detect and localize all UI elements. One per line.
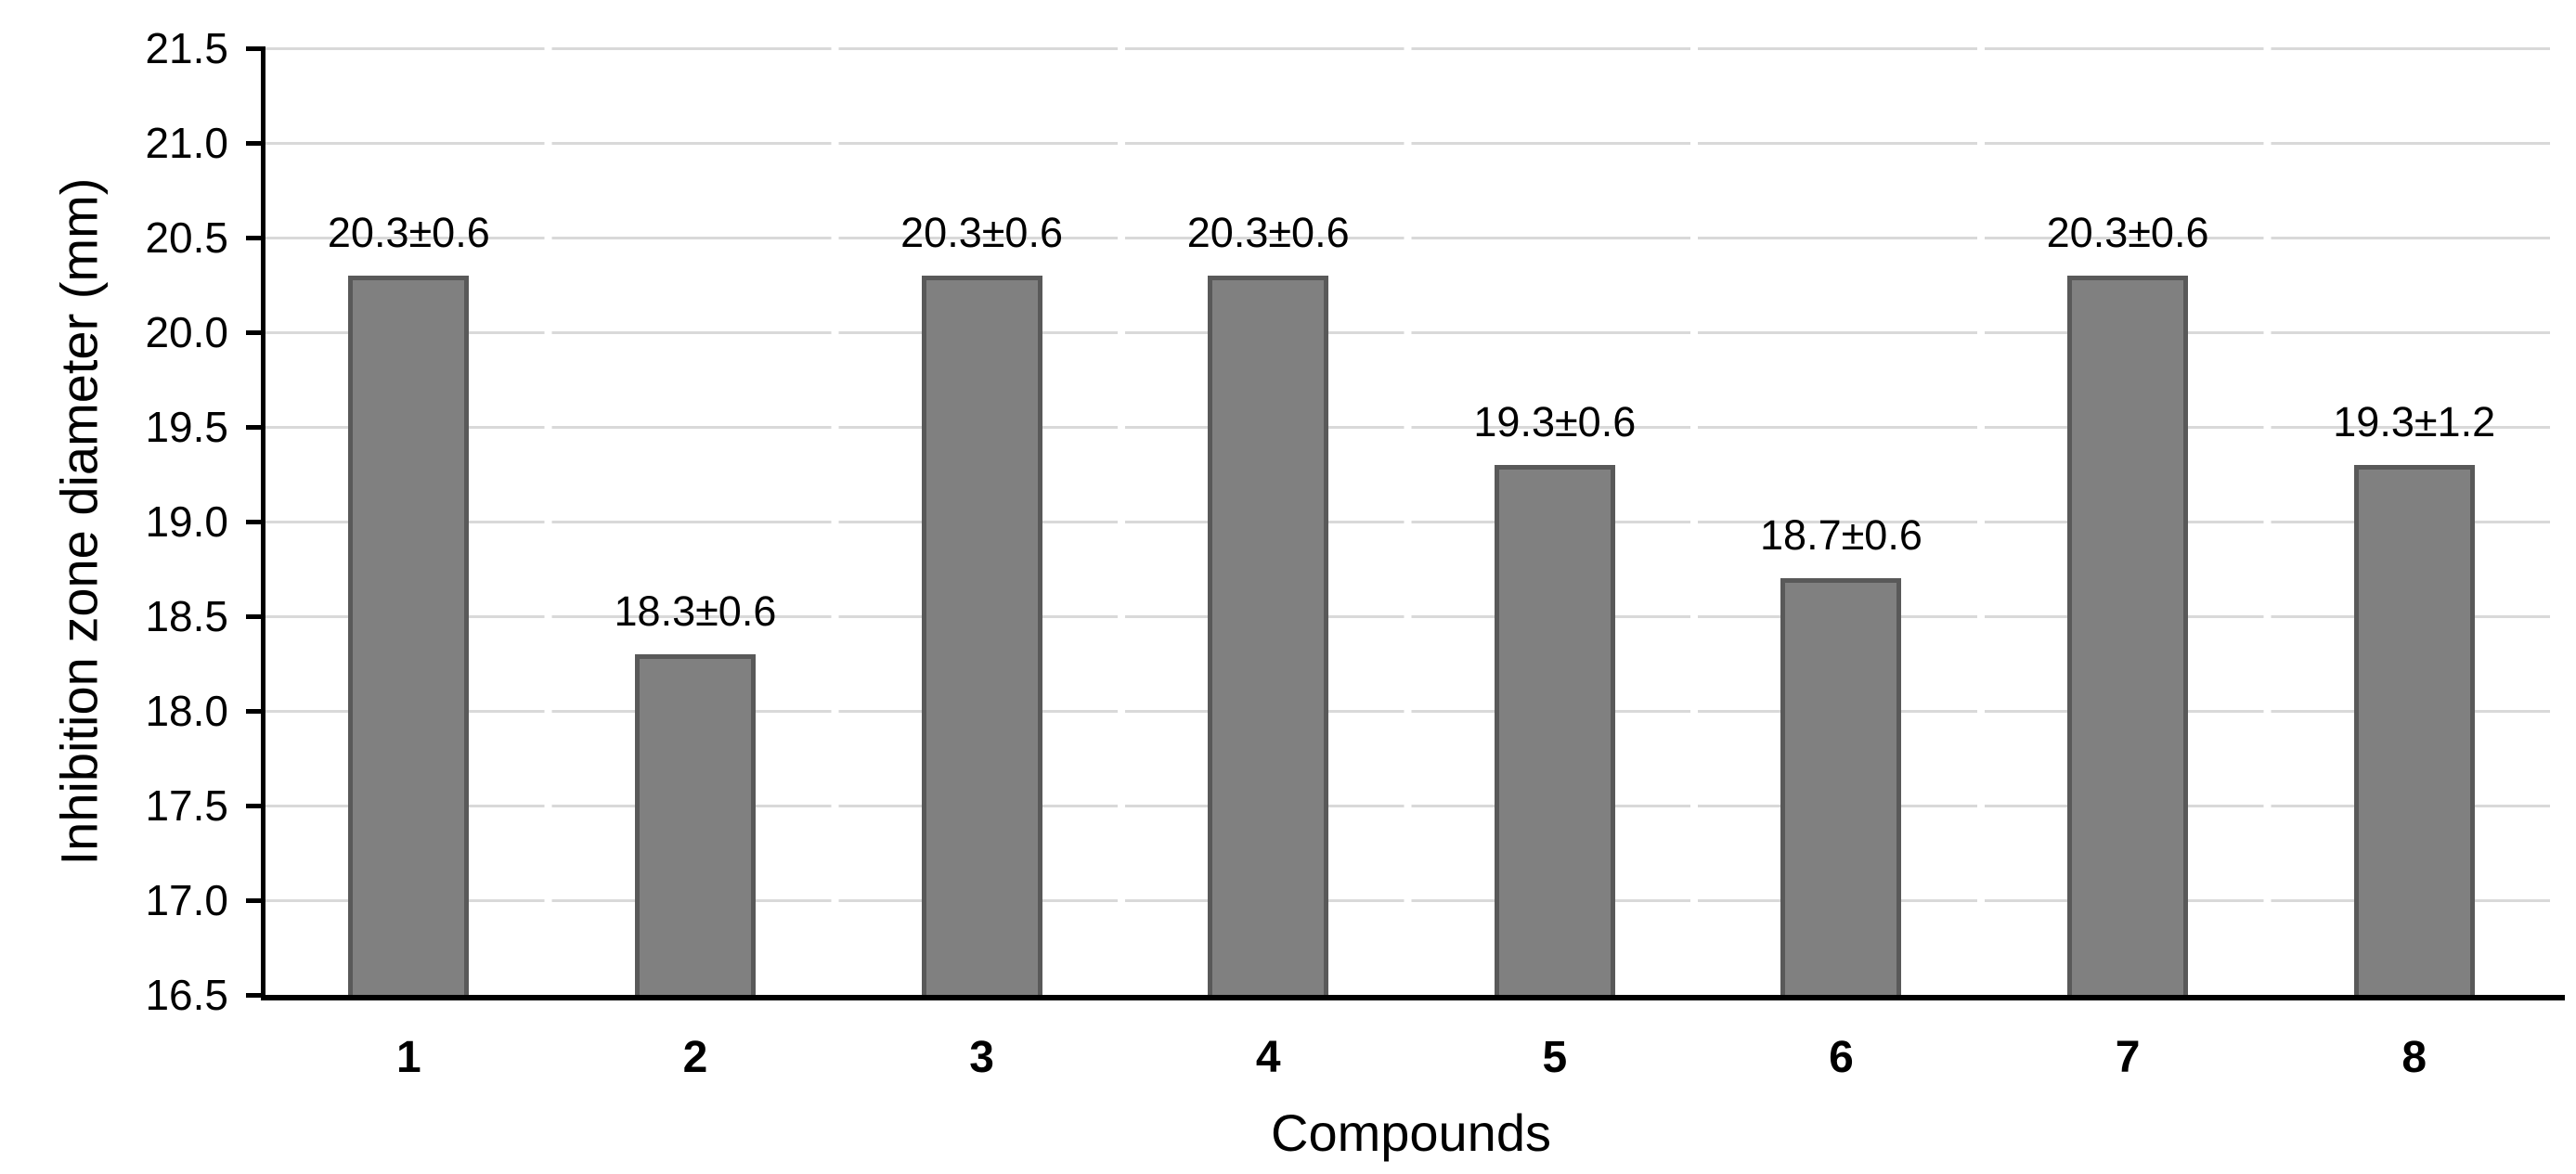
gridline bbox=[265, 330, 2557, 334]
y-tick-label: 20.0 bbox=[145, 308, 228, 356]
x-category-label: 8 bbox=[2401, 1033, 2427, 1082]
x-category-label: 6 bbox=[1829, 1033, 1854, 1082]
x-category-label: 4 bbox=[1255, 1033, 1281, 1082]
gridline bbox=[265, 804, 2557, 807]
x-category-label: 1 bbox=[395, 1033, 421, 1082]
x-category-label: 5 bbox=[1542, 1033, 1568, 1082]
bar-value-label: 20.3±0.6 bbox=[327, 208, 490, 256]
bar-value-label: 18.3±0.6 bbox=[614, 587, 777, 635]
y-axis-tick bbox=[246, 329, 261, 335]
y-tick-label: 21.0 bbox=[145, 119, 228, 167]
gridline bbox=[265, 141, 2557, 145]
y-axis-tick bbox=[246, 897, 261, 903]
y-tick-label: 16.5 bbox=[145, 971, 228, 1019]
bar bbox=[1208, 275, 1329, 995]
gridline bbox=[265, 709, 2557, 713]
bar-value-label: 19.3±0.6 bbox=[1473, 397, 1637, 445]
bar-value-label: 19.3±1.2 bbox=[2333, 397, 2496, 445]
y-tick-label: 19.5 bbox=[145, 403, 228, 451]
gridline bbox=[265, 46, 2557, 50]
bar bbox=[1780, 578, 1902, 995]
y-tick-label: 17.5 bbox=[145, 781, 228, 830]
bar bbox=[348, 275, 470, 995]
bar bbox=[921, 275, 1042, 995]
x-category-label: 3 bbox=[969, 1033, 994, 1082]
x-category-label: 2 bbox=[682, 1033, 708, 1082]
bar bbox=[634, 653, 756, 995]
y-tick-label: 19.0 bbox=[145, 497, 228, 546]
y-axis-tick bbox=[246, 992, 261, 998]
bar-value-label: 20.3±0.6 bbox=[900, 208, 1063, 256]
y-tick-label: 17.0 bbox=[145, 876, 228, 924]
y-axis-tick bbox=[246, 613, 261, 619]
gridline bbox=[265, 614, 2557, 618]
gridline bbox=[265, 425, 2557, 429]
y-axis-tick bbox=[246, 708, 261, 714]
y-axis-tick bbox=[246, 803, 261, 808]
y-axis-tick bbox=[246, 235, 261, 240]
bar bbox=[1494, 464, 1615, 995]
y-axis-tick bbox=[246, 424, 261, 430]
bar-value-label: 20.3±0.6 bbox=[2046, 208, 2209, 256]
x-axis-title: Compounds bbox=[1271, 1103, 1551, 1162]
y-tick-label: 20.5 bbox=[145, 213, 228, 262]
x-axis-line bbox=[261, 995, 2565, 1000]
y-tick-label: 18.0 bbox=[145, 687, 228, 735]
bar bbox=[2067, 275, 2189, 995]
bar-value-label: 20.3±0.6 bbox=[1186, 208, 1350, 256]
y-tick-label: 18.5 bbox=[145, 592, 228, 640]
bar bbox=[2353, 464, 2475, 995]
gridline bbox=[265, 898, 2557, 902]
y-axis-line bbox=[261, 46, 265, 1000]
y-tick-label: 21.5 bbox=[145, 24, 228, 72]
gridline bbox=[265, 520, 2557, 523]
y-axis-tick bbox=[246, 519, 261, 524]
y-axis-tick bbox=[246, 45, 261, 51]
gridline bbox=[265, 236, 2557, 239]
bar-value-label: 18.7±0.6 bbox=[1760, 511, 1922, 560]
y-axis-tick bbox=[246, 140, 261, 146]
x-category-label: 7 bbox=[2115, 1033, 2141, 1082]
